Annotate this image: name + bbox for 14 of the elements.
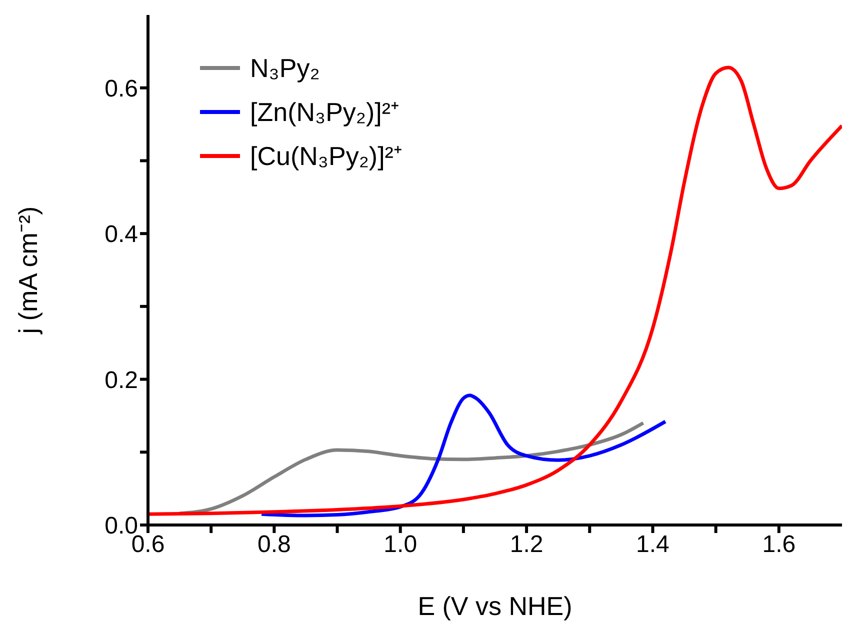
x-axis-title: E (V vs NHE)	[418, 591, 572, 621]
legend-label: [Cu(N₃Py₂)]²⁺	[250, 140, 402, 173]
y-tick-label: 0.6	[104, 75, 138, 102]
line-series	[260, 394, 668, 518]
x-tick-label: 1.6	[762, 531, 796, 558]
x-tick-label: 1.2	[510, 531, 544, 558]
y-tick-label: 0.2	[104, 366, 138, 394]
legend-label: [Zn(N₃Py₂)]²⁺	[250, 96, 400, 129]
y-axis-title: j (mA cm⁻²)	[13, 206, 44, 335]
x-tick-label: 0.8	[257, 531, 291, 558]
legend-label: N₃Py₂	[250, 52, 320, 85]
x-tick-label: 1.4	[636, 531, 670, 558]
x-tick-label: 1.0	[384, 531, 418, 558]
y-tick-label: 0.4	[104, 221, 138, 248]
